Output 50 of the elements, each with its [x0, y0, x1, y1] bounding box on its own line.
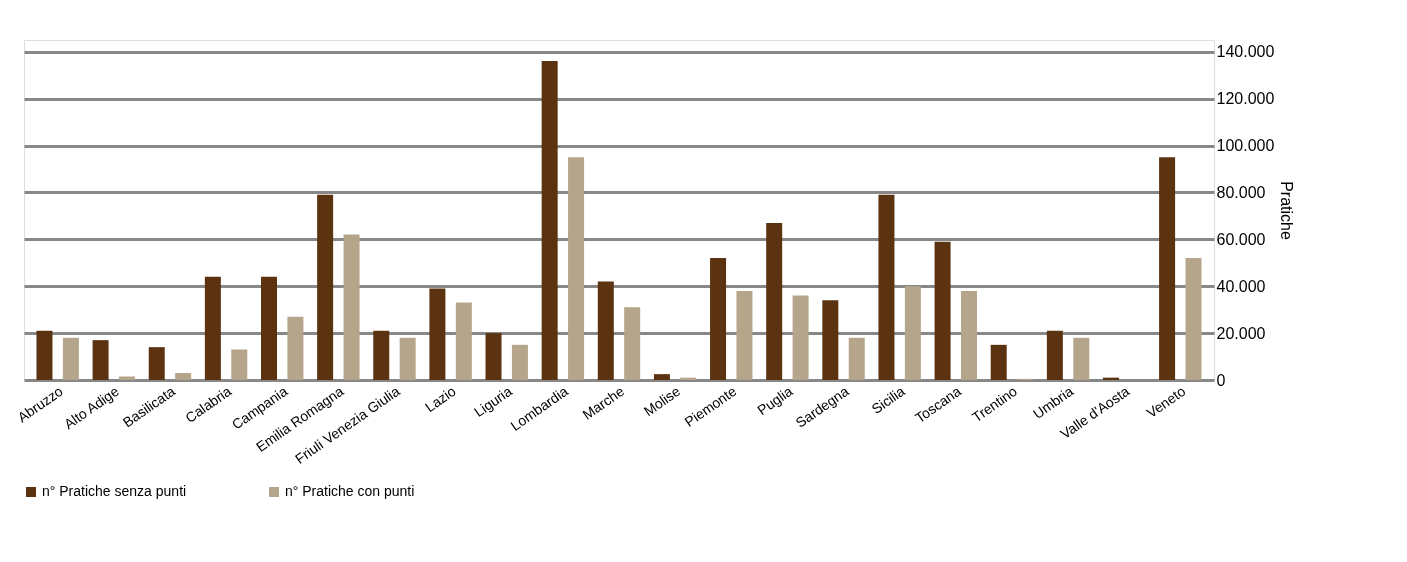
- y-tick-label: 40.000: [1216, 277, 1266, 295]
- bar: [373, 330, 390, 380]
- bar: [36, 330, 53, 380]
- bar: [455, 302, 472, 380]
- bar: [485, 333, 502, 380]
- y-tick-label: 140.000: [1216, 43, 1275, 61]
- y-tick-label: 120.000: [1216, 90, 1275, 108]
- bar: [653, 374, 670, 380]
- bar: [175, 372, 192, 380]
- bar: [119, 376, 136, 380]
- bar: [961, 290, 977, 380]
- bar: [1046, 330, 1063, 380]
- bar: [204, 276, 221, 380]
- bar: [343, 234, 360, 380]
- bar: [541, 61, 558, 380]
- bar: [317, 194, 334, 380]
- y-tick-label: 60.000: [1216, 230, 1266, 248]
- bar: [62, 337, 79, 380]
- bar: [904, 286, 921, 380]
- y-tick-label: 0: [1216, 371, 1226, 389]
- bar: [766, 222, 783, 380]
- bar: [1073, 337, 1090, 380]
- bar: [848, 337, 865, 380]
- bar: [710, 258, 727, 380]
- bar: [429, 288, 446, 380]
- y-axis-title: Pratiche: [1278, 181, 1296, 240]
- legend-label: n° Pratiche con punti: [285, 483, 415, 499]
- bar: [148, 347, 165, 380]
- bar: [1159, 157, 1176, 380]
- bar: [261, 276, 277, 380]
- bar: [231, 349, 248, 380]
- bar: [1185, 258, 1202, 380]
- bar: [792, 295, 809, 380]
- bar: [511, 344, 528, 380]
- y-tick-label: 100.000: [1216, 137, 1275, 155]
- legend-label: n° Pratiche senza punti: [42, 483, 187, 499]
- bar: [934, 241, 951, 380]
- bar: [736, 290, 753, 380]
- bar: [878, 194, 895, 380]
- bar: [990, 344, 1007, 380]
- bar: [568, 157, 585, 380]
- y-tick-label: 80.000: [1216, 183, 1266, 201]
- y-tick-label: 20.000: [1216, 324, 1266, 342]
- bar: [597, 281, 614, 380]
- bar: [822, 300, 839, 380]
- bar: [287, 316, 304, 380]
- bar: [399, 337, 416, 380]
- bar: [92, 340, 109, 380]
- x-tick-label: Lazio: [422, 382, 459, 416]
- bar: [624, 307, 641, 380]
